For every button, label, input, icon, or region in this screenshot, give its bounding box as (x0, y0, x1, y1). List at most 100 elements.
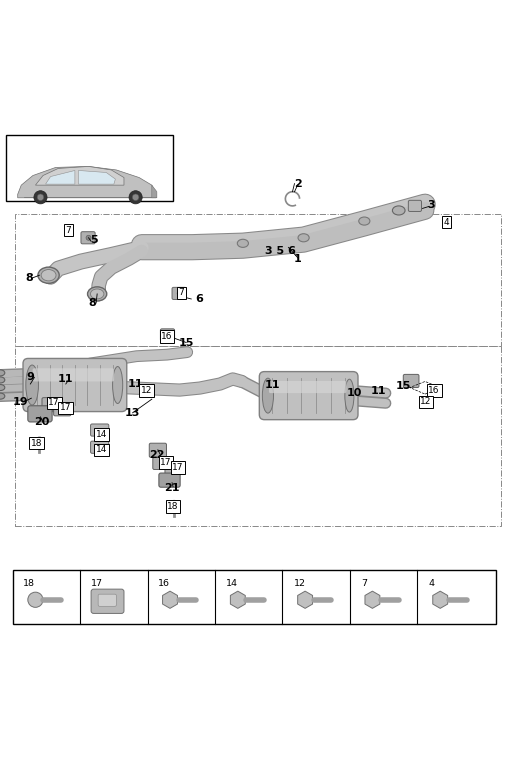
Ellipse shape (87, 286, 107, 301)
Text: 19: 19 (13, 397, 28, 407)
FancyBboxPatch shape (90, 441, 109, 453)
Text: 17: 17 (91, 579, 103, 588)
Text: 17: 17 (48, 399, 60, 407)
FancyBboxPatch shape (81, 232, 95, 243)
Text: 11: 11 (264, 380, 279, 390)
Polygon shape (364, 591, 379, 608)
Text: 17: 17 (172, 463, 183, 472)
FancyBboxPatch shape (149, 443, 166, 458)
Ellipse shape (344, 379, 353, 412)
Ellipse shape (0, 377, 5, 383)
Text: 10: 10 (346, 388, 361, 398)
Polygon shape (45, 170, 75, 184)
FancyBboxPatch shape (172, 287, 186, 300)
FancyBboxPatch shape (90, 424, 109, 436)
Text: 11: 11 (58, 374, 73, 384)
Polygon shape (230, 591, 245, 608)
Polygon shape (78, 170, 115, 184)
Text: 13: 13 (125, 408, 140, 418)
Ellipse shape (237, 240, 248, 247)
Circle shape (34, 190, 47, 204)
FancyBboxPatch shape (268, 381, 345, 393)
Text: 7: 7 (65, 226, 71, 235)
FancyBboxPatch shape (32, 369, 114, 382)
Text: 22: 22 (149, 450, 164, 460)
Text: 3 5 6: 3 5 6 (265, 246, 296, 256)
Ellipse shape (26, 365, 38, 405)
Text: 12: 12 (293, 579, 305, 588)
Ellipse shape (0, 385, 5, 391)
Circle shape (177, 291, 182, 296)
Ellipse shape (358, 217, 369, 225)
Ellipse shape (0, 370, 5, 376)
Text: 15: 15 (178, 337, 193, 347)
Bar (6, 135, 173, 200)
FancyBboxPatch shape (23, 359, 126, 412)
Circle shape (169, 501, 179, 511)
Text: 4: 4 (428, 579, 434, 588)
FancyBboxPatch shape (98, 594, 116, 607)
Text: 12: 12 (141, 386, 152, 395)
Ellipse shape (90, 289, 104, 299)
Ellipse shape (262, 378, 273, 413)
Text: 9: 9 (26, 372, 34, 382)
FancyBboxPatch shape (259, 372, 357, 419)
Bar (13, 570, 495, 624)
Circle shape (28, 592, 43, 607)
Text: 7: 7 (178, 289, 184, 297)
FancyBboxPatch shape (165, 462, 181, 475)
Text: 6: 6 (194, 294, 203, 304)
FancyBboxPatch shape (28, 406, 52, 422)
Text: 11: 11 (128, 379, 143, 389)
Text: 14: 14 (95, 430, 107, 439)
Ellipse shape (392, 206, 404, 215)
FancyBboxPatch shape (54, 402, 71, 416)
Text: 3: 3 (426, 200, 434, 210)
Text: 2: 2 (293, 179, 301, 189)
Text: 20: 20 (34, 417, 49, 427)
FancyBboxPatch shape (159, 473, 180, 487)
Polygon shape (18, 167, 156, 198)
FancyBboxPatch shape (153, 458, 169, 469)
Text: 18: 18 (23, 579, 35, 588)
Text: 16: 16 (161, 332, 172, 341)
Ellipse shape (112, 366, 122, 403)
Polygon shape (152, 185, 157, 198)
FancyBboxPatch shape (160, 329, 174, 341)
Bar (15, 214, 500, 346)
Text: 5: 5 (89, 235, 97, 245)
Text: 17: 17 (160, 458, 171, 467)
Text: 21: 21 (164, 483, 179, 493)
Circle shape (34, 437, 44, 447)
Polygon shape (432, 591, 447, 608)
Polygon shape (35, 167, 124, 185)
FancyBboxPatch shape (42, 398, 59, 411)
Ellipse shape (41, 270, 56, 281)
Text: 17: 17 (60, 403, 71, 412)
Bar (15, 346, 500, 525)
Circle shape (132, 194, 138, 200)
Text: 7: 7 (360, 579, 366, 588)
Text: 8: 8 (25, 273, 33, 283)
Text: 14: 14 (226, 579, 238, 588)
Text: 16: 16 (428, 386, 439, 395)
Text: 11: 11 (370, 386, 385, 396)
Text: 15: 15 (395, 380, 411, 390)
Ellipse shape (297, 233, 309, 242)
Ellipse shape (38, 267, 59, 283)
FancyBboxPatch shape (91, 589, 124, 614)
Circle shape (86, 235, 91, 240)
Text: 8: 8 (88, 298, 96, 308)
Polygon shape (162, 591, 177, 608)
Text: 18: 18 (167, 502, 178, 511)
Text: 16: 16 (158, 579, 170, 588)
Text: 18: 18 (31, 439, 42, 448)
Text: 1: 1 (293, 253, 301, 263)
Ellipse shape (0, 393, 5, 399)
Polygon shape (297, 591, 312, 608)
Circle shape (37, 194, 43, 200)
Text: 4: 4 (442, 217, 448, 227)
FancyBboxPatch shape (402, 374, 418, 388)
FancyBboxPatch shape (408, 200, 421, 211)
Text: 14: 14 (95, 445, 107, 455)
